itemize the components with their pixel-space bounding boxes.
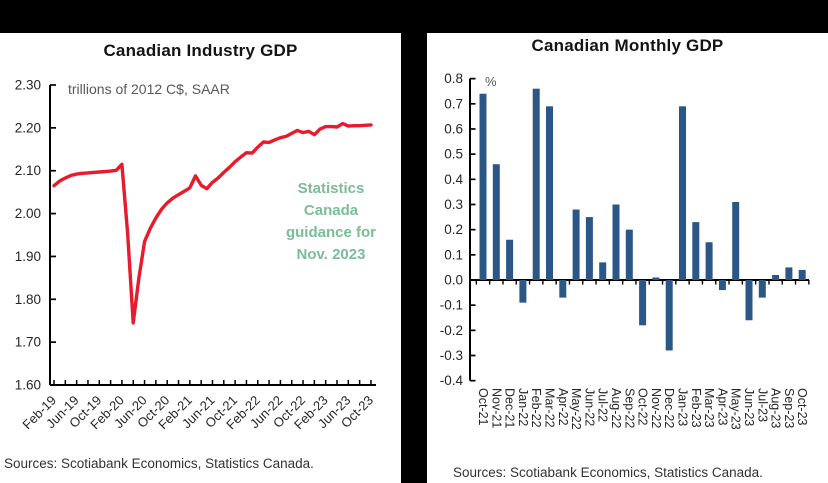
- bar-chart-x-labels: Oct-21 Nov-21 Dec-21 Jan-22 Feb-22 Mar-22 Apr-…: [476, 388, 809, 430]
- svg-text:Canada: Canada: [304, 202, 359, 219]
- line-chart-y-labels: 2.30 2.20 2.10 2.00 1.90 1.80 1.70 1.60: [15, 78, 41, 393]
- svg-text:0.3: 0.3: [444, 197, 463, 212]
- line-chart-x-labels: Feb-19Jun-19Oct-19Feb-20Jun-20Oct-20Feb-…: [19, 393, 376, 433]
- svg-text:Aug-22: Aug-22: [609, 388, 623, 428]
- svg-text:Mar-22: Mar-22: [543, 388, 557, 428]
- svg-text:Aug-23: Aug-23: [769, 388, 783, 428]
- svg-text:Mar-23: Mar-23: [702, 388, 716, 428]
- right-chart-title: Canadian Monthly GDP: [531, 36, 724, 55]
- svg-text:Apr-23: Apr-23: [715, 388, 729, 426]
- svg-text:guidance for: guidance for: [286, 224, 376, 241]
- bar-chart-axes: [469, 77, 810, 382]
- svg-text:2.10: 2.10: [15, 163, 41, 178]
- svg-text:0.0: 0.0: [444, 273, 463, 288]
- svg-text:Statistics: Statistics: [298, 180, 365, 197]
- line-chart-unit-label: trillions of 2012 C$, SAAR: [68, 81, 230, 97]
- svg-text:Jun-23: Jun-23: [742, 388, 756, 426]
- svg-text:0.5: 0.5: [444, 147, 463, 162]
- svg-text:2.30: 2.30: [15, 78, 41, 93]
- svg-text:Nov. 2023: Nov. 2023: [297, 246, 366, 263]
- svg-text:Jul-22: Jul-22: [596, 388, 610, 422]
- svg-text:Nov-22: Nov-22: [649, 388, 663, 428]
- left-source-note: Sources: Scotiabank Economics, Statistic…: [4, 456, 314, 471]
- svg-text:Sep-23: Sep-23: [782, 388, 796, 428]
- svg-text:Dec-22: Dec-22: [662, 388, 676, 428]
- svg-text:1.70: 1.70: [15, 335, 41, 350]
- svg-text:2.00: 2.00: [15, 206, 41, 221]
- svg-text:0.4: 0.4: [444, 172, 463, 187]
- industry-gdp-panel: Canadian Industry GDP 2.30 2.20 2.10 2.00 1.…: [0, 33, 401, 483]
- svg-text:0.6: 0.6: [444, 121, 463, 136]
- svg-text:Oct-23: Oct-23: [795, 388, 809, 426]
- industry-gdp-line-chart: 2.30 2.20 2.10 2.00 1.90 1.80 1.70 1.60Feb-19Ju…: [15, 78, 376, 433]
- svg-text:1.60: 1.60: [15, 378, 41, 393]
- svg-text:Jul-23: Jul-23: [755, 388, 769, 422]
- svg-text:Jan-22: Jan-22: [516, 388, 530, 426]
- bar-chart-y-labels: 0.8 0.7 0.6 0.5 0.4 0.3 0.2 0.1 0.0 -0.1 -0.2 -0.3 -…: [440, 71, 464, 388]
- gdp-line-series: [52, 121, 373, 325]
- svg-text:-0.2: -0.2: [440, 323, 463, 338]
- svg-text:0.7: 0.7: [444, 96, 463, 111]
- svg-text:Oct-21: Oct-21: [476, 388, 490, 426]
- monthly-gdp-panel: Canadian Monthly GDP 0.8 0.7 0.6 0.5 0.4 0.3 0…: [427, 33, 828, 483]
- line-chart-axes: [49, 84, 376, 386]
- svg-text:-0.3: -0.3: [440, 348, 463, 363]
- svg-text:-0.4: -0.4: [440, 373, 464, 388]
- svg-text:Sep-22: Sep-22: [622, 388, 636, 428]
- svg-text:Jan-23: Jan-23: [676, 388, 690, 426]
- svg-text:Oct-22: Oct-22: [636, 388, 650, 426]
- svg-text:Feb-22: Feb-22: [529, 388, 543, 428]
- svg-text:-0.1: -0.1: [440, 298, 463, 313]
- left-chart-title: Canadian Industry GDP: [103, 41, 298, 60]
- svg-text:1.90: 1.90: [15, 249, 41, 264]
- svg-text:May-23: May-23: [729, 388, 743, 430]
- right-source-note: Sources: Scotiabank Economics, Statistic…: [453, 465, 763, 480]
- svg-text:Feb-23: Feb-23: [689, 388, 703, 428]
- svg-text:Jun-22: Jun-22: [582, 388, 596, 426]
- bar-chart-unit-label: %: [485, 74, 497, 89]
- monthly-gdp-bars: [479, 88, 806, 351]
- svg-text:2.20: 2.20: [15, 120, 41, 135]
- svg-text:Dec-21: Dec-21: [503, 388, 517, 428]
- svg-text:0.8: 0.8: [444, 71, 463, 86]
- svg-text:Nov-21: Nov-21: [489, 388, 503, 428]
- svg-text:Apr-22: Apr-22: [556, 388, 570, 426]
- svg-text:0.2: 0.2: [444, 222, 463, 237]
- monthly-gdp-bar-chart: 0.8 0.7 0.6 0.5 0.4 0.3 0.2 0.1 0.0 -0.1 -0.2 -0.3 -…: [440, 71, 810, 430]
- statcan-guidance-annotation: Statistics Canada guidance for Nov. 2023: [286, 180, 376, 263]
- top-black-bar: [0, 0, 828, 33]
- panel-divider: [401, 33, 427, 483]
- svg-text:May-22: May-22: [569, 388, 583, 430]
- svg-text:0.1: 0.1: [444, 247, 463, 262]
- svg-text:1.80: 1.80: [15, 292, 41, 307]
